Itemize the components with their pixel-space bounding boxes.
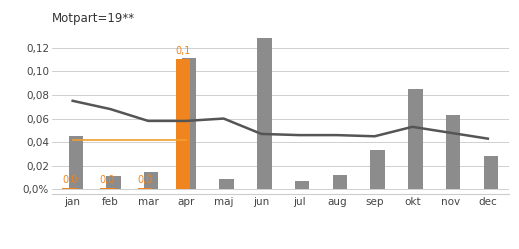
Bar [176,60,190,189]
Bar [69,136,83,189]
Bar [408,89,422,189]
Legend: 2017, 2016, 2017 rull 12, 2016 rull 12: 2017, 2016, 2017 rull 12, 2016 rull 12 [57,246,345,249]
Text: 0,1: 0,1 [175,46,190,56]
Bar [62,188,77,189]
Bar [100,188,115,189]
Bar [144,172,158,189]
Bar [182,58,196,189]
Bar [220,179,234,189]
Bar [257,38,271,189]
Bar [446,115,460,189]
Bar [138,188,152,189]
Bar [106,177,120,189]
Bar [484,156,498,189]
Bar [295,181,309,189]
Bar [333,175,347,189]
Text: Motpart=19**: Motpart=19** [52,11,135,25]
Text: 0,0: 0,0 [62,175,77,185]
Bar [371,150,385,189]
Text: 0,0: 0,0 [138,175,153,185]
Text: 0,0: 0,0 [100,175,115,185]
